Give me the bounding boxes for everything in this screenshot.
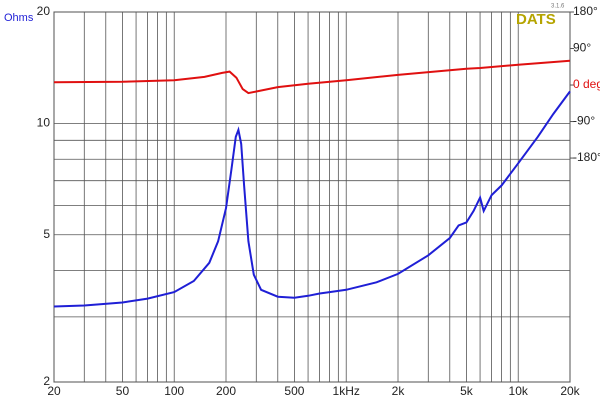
y2-tick-label: -180°	[573, 150, 600, 164]
logo: DATS	[516, 11, 556, 28]
x-tick-label: 50	[116, 384, 130, 398]
x-tick-label: 20k	[560, 384, 580, 398]
line-series	[53, 90, 571, 308]
y-axis-label: Ohms	[4, 12, 34, 24]
line-series	[53, 59, 571, 95]
y-tick-label: 2	[43, 374, 50, 388]
x-tick-label: 1kHz	[333, 384, 360, 398]
x-tick-label: 200	[216, 384, 236, 398]
x-tick-label: 100	[164, 384, 184, 398]
y2-tick-label: -90°	[573, 114, 595, 128]
plot-frame	[53, 11, 571, 383]
y2-tick-label: 180°	[573, 4, 598, 18]
x-tick-label: 2k	[392, 384, 406, 398]
x-tick-label: 10k	[509, 384, 529, 398]
y-tick-label: 10	[37, 116, 51, 130]
y-tick-label: 5	[43, 227, 50, 241]
x-tick-label: 20	[47, 384, 61, 398]
y-tick-label: 20	[37, 4, 51, 18]
x-tick-label: 5k	[460, 384, 474, 398]
y2-tick-label: 0 deg	[573, 77, 600, 91]
version: 3.1.6	[551, 4, 565, 10]
x-tick-label: 500	[284, 384, 304, 398]
y2-tick-label: 90°	[573, 41, 591, 55]
